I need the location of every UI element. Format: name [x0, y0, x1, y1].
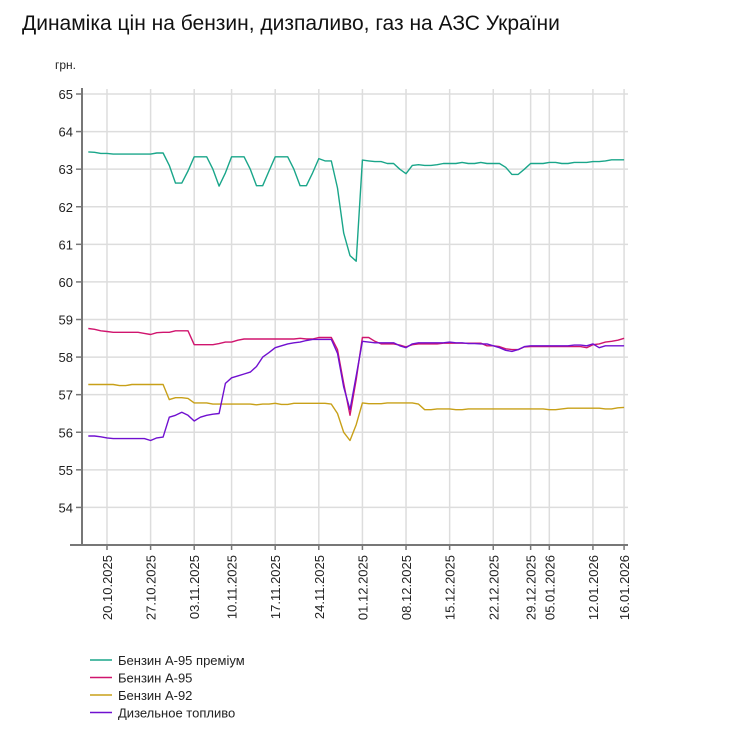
- y-tick-label: 60: [59, 275, 73, 290]
- x-tick-label: 29.12.2025: [524, 555, 539, 620]
- y-tick-label: 59: [59, 313, 73, 328]
- y-tick-label: 57: [59, 388, 73, 403]
- legend-label: Бензин А-95: [118, 671, 192, 686]
- x-tick-label: 27.10.2025: [144, 555, 159, 620]
- x-tick-label: 05.01.2026: [542, 555, 557, 620]
- x-tick-label: 10.11.2025: [225, 555, 240, 619]
- chart-title: Динаміка цін на бензин, дизпаливо, газ н…: [22, 12, 560, 35]
- series-line-3: [88, 338, 625, 442]
- y-tick-label: 63: [59, 162, 73, 177]
- y-tick-label: 58: [59, 350, 73, 365]
- series-line-0: [88, 151, 625, 262]
- x-tick-label: 12.01.2026: [586, 555, 601, 620]
- y-tick-label: 65: [59, 87, 73, 102]
- y-tick-label: 64: [59, 125, 73, 140]
- series-line-1: [88, 327, 625, 416]
- y-tick-label: 61: [59, 237, 73, 252]
- x-tick-label: 20.10.2025: [100, 555, 115, 620]
- x-tick-label: 17.11.2025: [268, 555, 283, 619]
- x-tick-label: 01.12.2025: [355, 555, 370, 620]
- legend-label: Бензин А-95 преміум: [118, 653, 245, 668]
- series-line-2: [88, 383, 625, 442]
- y-tick-label: 54: [59, 500, 73, 515]
- legend-label: Бензин А-92: [118, 688, 192, 703]
- x-tick-label: 03.11.2025: [187, 555, 202, 619]
- x-tick-label: 08.12.2025: [399, 555, 414, 620]
- y-tick-label: 62: [59, 200, 73, 215]
- x-tick-label: 24.11.2025: [312, 555, 327, 619]
- y-tick-label: 55: [59, 463, 73, 478]
- y-axis-label: грн.: [55, 58, 76, 72]
- x-tick-label: 22.12.2025: [486, 555, 501, 620]
- x-tick-label: 15.12.2025: [443, 555, 458, 620]
- legend-label: Дизельное топливо: [118, 706, 235, 721]
- x-tick-label: 16.01.2026: [617, 555, 632, 620]
- y-tick-label: 56: [59, 425, 73, 440]
